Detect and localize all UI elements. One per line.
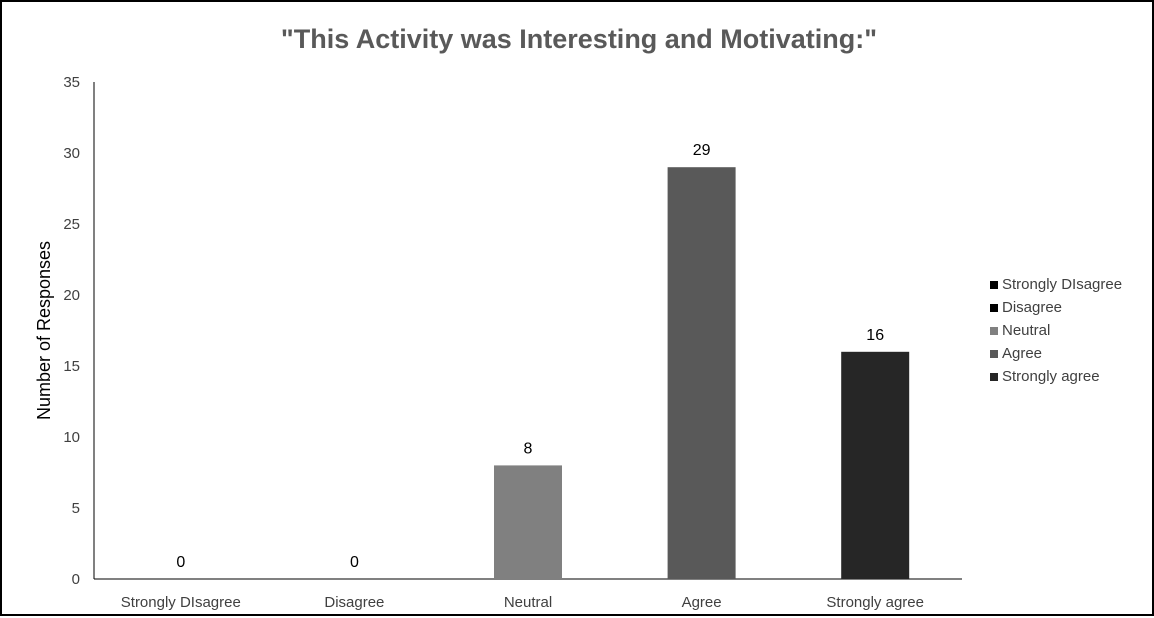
legend-swatch bbox=[990, 326, 998, 335]
x-tick-label: Strongly agree bbox=[826, 594, 924, 611]
legend-swatch bbox=[990, 349, 998, 358]
data-label: 16 bbox=[866, 327, 884, 344]
x-tick-label: Strongly DIsagree bbox=[121, 594, 241, 611]
x-tick-label: Neutral bbox=[504, 594, 552, 611]
y-tick-label: 10 bbox=[63, 429, 80, 446]
legend-label: Agree bbox=[1002, 345, 1043, 362]
data-label: 8 bbox=[524, 440, 533, 457]
data-label: 0 bbox=[350, 554, 359, 571]
legend-label: Disagree bbox=[1002, 299, 1063, 316]
y-tick-label: 35 bbox=[63, 74, 80, 91]
bar-strongly-agree bbox=[841, 351, 910, 579]
y-tick-label: 15 bbox=[63, 358, 80, 375]
legend-item: Disagree bbox=[990, 296, 1122, 319]
legend-item: Neutral bbox=[990, 319, 1122, 342]
y-tick-label: 20 bbox=[63, 287, 80, 304]
x-tick-label: Agree bbox=[682, 594, 722, 611]
legend-swatch bbox=[990, 372, 998, 381]
x-tick-label: Disagree bbox=[324, 594, 384, 611]
legend-swatch bbox=[990, 280, 998, 289]
bar-agree bbox=[667, 167, 736, 579]
y-tick-label: 30 bbox=[63, 145, 80, 162]
y-axis-label: Number of Responses bbox=[34, 241, 54, 420]
chart-title: "This Activity was Interesting and Motiv… bbox=[280, 24, 878, 54]
legend-label: Neutral bbox=[1002, 322, 1051, 339]
legend-label: Strongly agree bbox=[1002, 368, 1100, 385]
bar-neutral bbox=[494, 465, 562, 579]
legend-item: Strongly DIsagree bbox=[990, 273, 1122, 296]
y-tick-label: 5 bbox=[72, 500, 80, 517]
data-label: 0 bbox=[176, 554, 185, 571]
legend-item: Strongly agree bbox=[990, 365, 1122, 388]
legend-label: Strongly DIsagree bbox=[1002, 276, 1123, 293]
y-tick-label: 25 bbox=[63, 216, 80, 233]
y-tick-label: 0 bbox=[72, 571, 80, 588]
legend-swatch bbox=[990, 303, 998, 312]
legend-item: Agree bbox=[990, 342, 1122, 365]
chart-legend: Strongly DIsagree Disagree Neutral Agree Str… bbox=[990, 273, 1122, 388]
data-label: 29 bbox=[693, 142, 711, 159]
